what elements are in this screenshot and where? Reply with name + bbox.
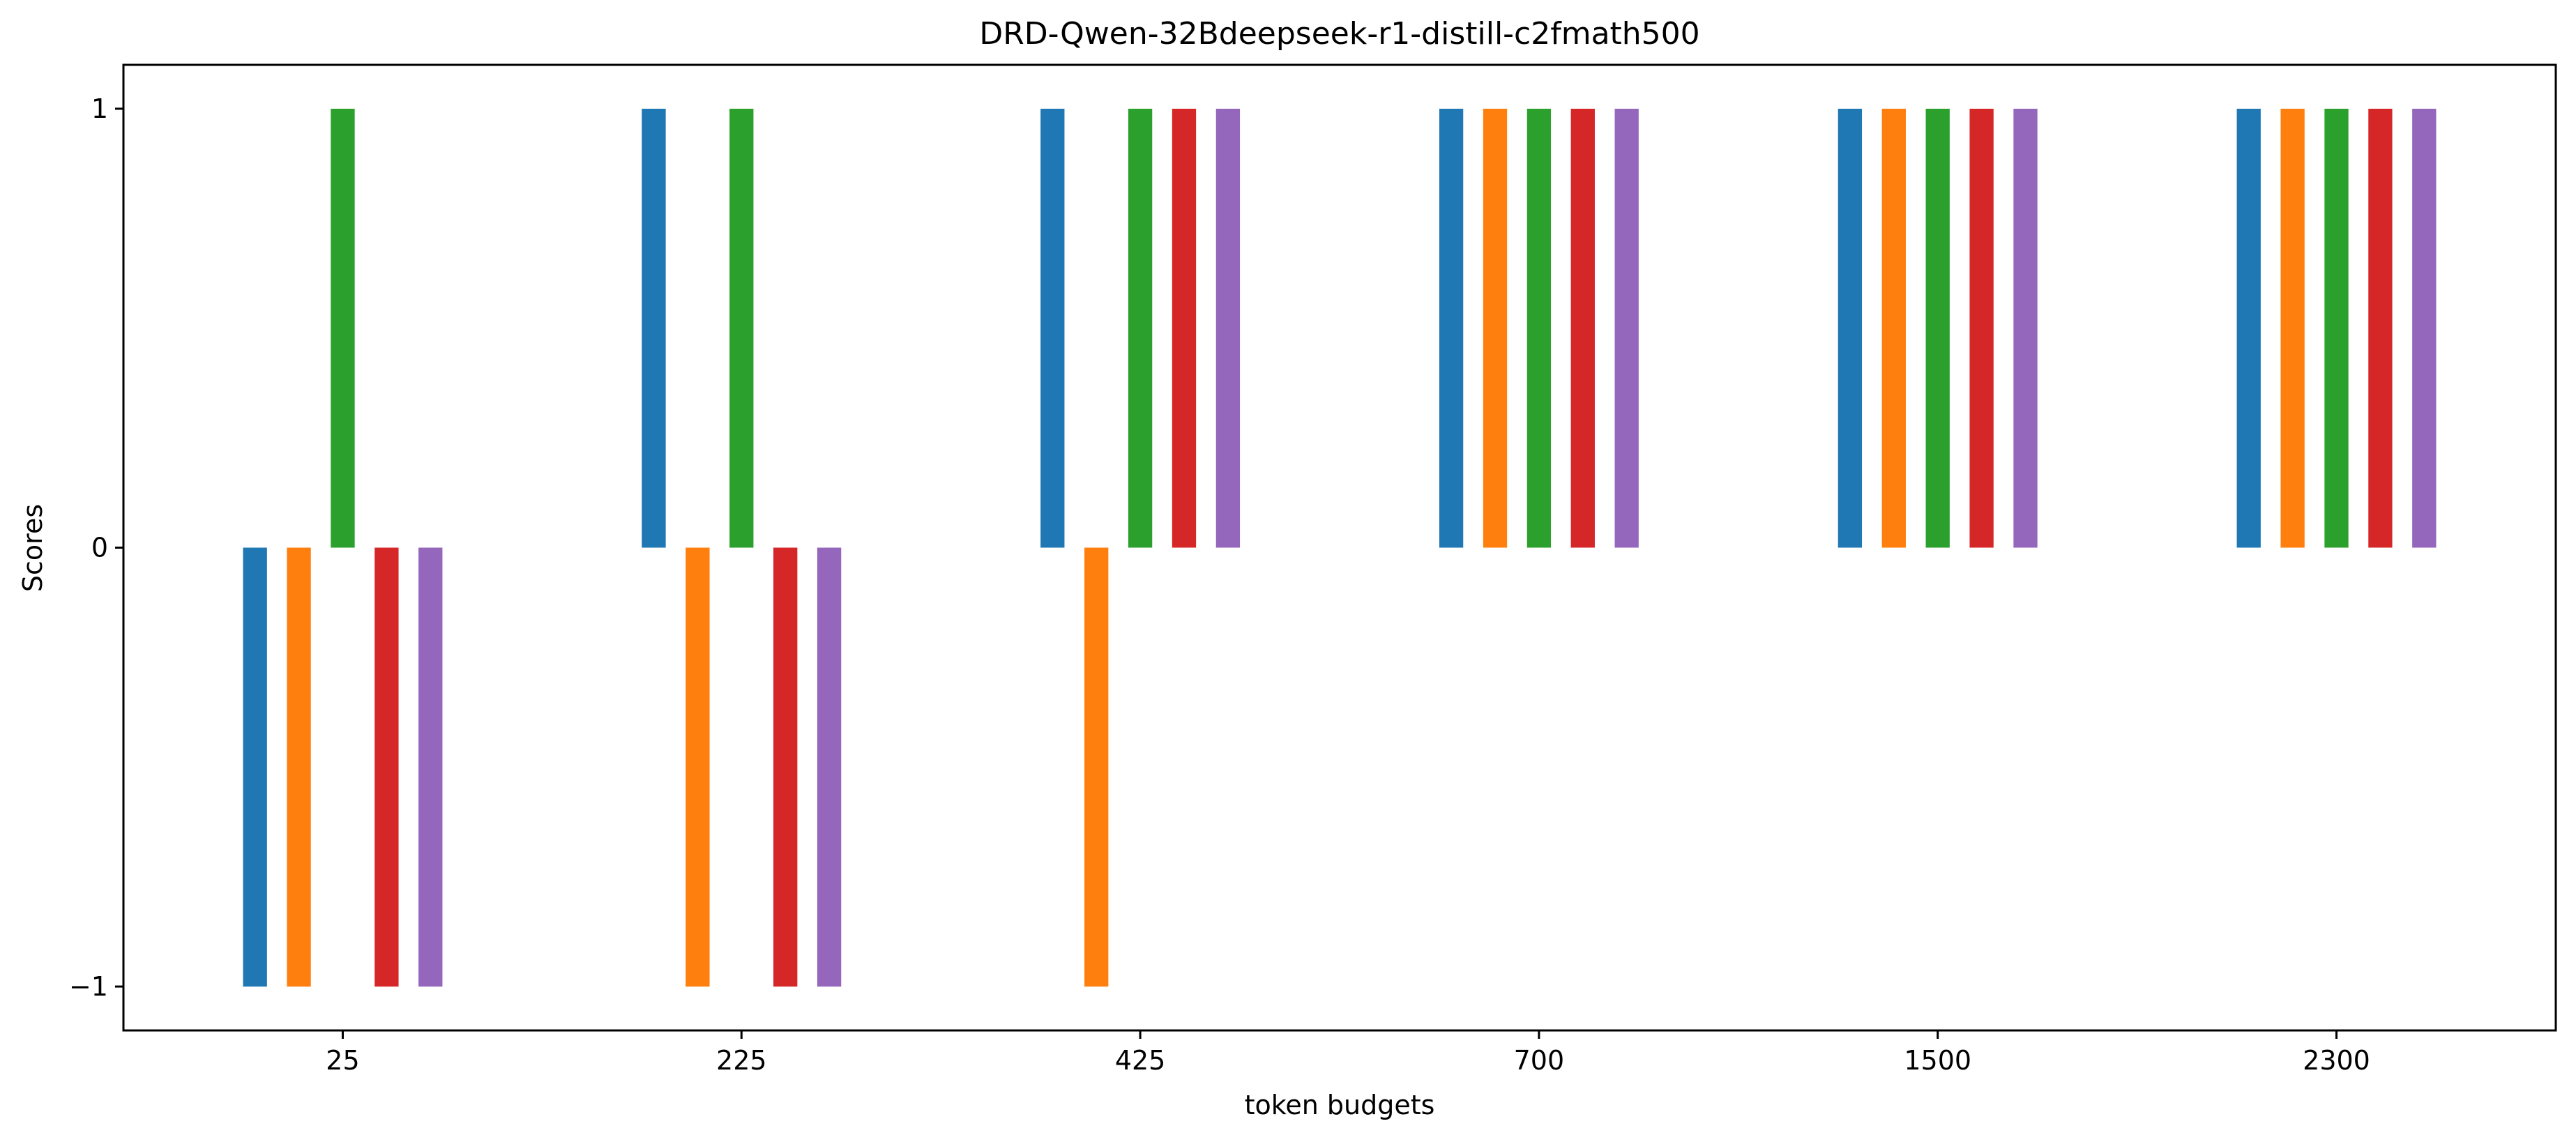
bar-1500-s5 <box>2013 108 2038 548</box>
bar-425-s5 <box>1215 108 1241 548</box>
x-tick-label: 225 <box>716 1045 767 1076</box>
x-axis: 25 225 425 700 1500 2300 <box>326 1030 2370 1076</box>
x-tick-label: 425 <box>1115 1045 1166 1076</box>
bar-700-s4 <box>1570 108 1595 548</box>
bar-425-s3 <box>1128 108 1153 548</box>
bar-700-s3 <box>1526 108 1552 548</box>
bar-700-s1 <box>1439 108 1464 548</box>
bar-225-s1 <box>642 108 666 548</box>
bar-25-s5 <box>418 547 443 987</box>
x-tick-label: 2300 <box>2303 1045 2370 1076</box>
x-tick-label: 700 <box>1514 1045 1565 1076</box>
y-axis: −1 0 1 <box>69 93 123 1002</box>
bar-1500-s4 <box>1969 108 1994 548</box>
y-tick-label: 0 <box>91 533 108 563</box>
bar-1500-s3 <box>1925 108 1950 548</box>
bar-225-s4 <box>773 547 798 987</box>
y-tick-label: −1 <box>69 971 108 1002</box>
bar-700-s5 <box>1614 108 1639 548</box>
bar-25-s4 <box>374 547 399 987</box>
bar-1500-s1 <box>1838 108 1863 548</box>
bar-425-s1 <box>1040 108 1065 548</box>
bar-425-s2 <box>1084 547 1109 987</box>
x-axis-label: token budgets <box>1245 1090 1435 1120</box>
bar-225-s3 <box>729 108 754 548</box>
bar-25-s2 <box>287 547 311 987</box>
y-tick-label: 1 <box>91 93 108 124</box>
bars-layer <box>243 108 2437 987</box>
bar-2300-s2 <box>2280 108 2305 548</box>
bar-1500-s2 <box>1881 108 1906 548</box>
bar-2300-s1 <box>2236 108 2261 548</box>
chart-title: DRD-Qwen-32Bdeepseek-r1-distill-c2fmath5… <box>979 16 1699 52</box>
x-tick-label: 1500 <box>1904 1045 1971 1076</box>
bar-2300-s5 <box>2412 108 2437 548</box>
bar-2300-s4 <box>2368 108 2393 548</box>
x-tick-label: 25 <box>326 1045 359 1076</box>
bar-225-s5 <box>817 547 842 987</box>
bar-2300-s3 <box>2324 108 2349 548</box>
y-axis-label: Scores <box>17 504 48 592</box>
bar-225-s2 <box>685 547 710 987</box>
bar-700-s2 <box>1483 108 1508 548</box>
bar-25-s1 <box>243 547 267 987</box>
bar-425-s4 <box>1172 108 1197 548</box>
bar-25-s3 <box>331 108 355 548</box>
plot-frame <box>122 63 2557 1032</box>
